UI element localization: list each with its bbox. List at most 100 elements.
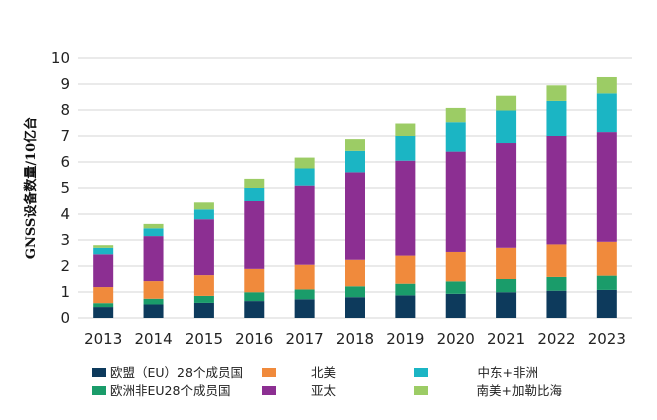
y-tick-label: 8 bbox=[60, 101, 70, 119]
bar-segment-2019-5 bbox=[395, 136, 416, 161]
bar-segment-2015-2 bbox=[193, 295, 214, 303]
bar-segment-2019-1 bbox=[395, 295, 416, 318]
legend-label: 欧洲非EU28个成员国 bbox=[110, 383, 230, 398]
bar-segment-2015-4 bbox=[193, 219, 214, 276]
bar-segment-2020-6 bbox=[445, 107, 466, 123]
bar-segment-2022-1 bbox=[546, 290, 567, 318]
bar-segment-2014-2 bbox=[143, 298, 164, 305]
bar-segment-2017-6 bbox=[294, 157, 315, 169]
bar-segment-2017-5 bbox=[294, 168, 315, 186]
x-tick-label: 2023 bbox=[588, 330, 626, 348]
bar-segment-2013-6 bbox=[93, 245, 114, 248]
bar-segment-2023-6 bbox=[596, 76, 617, 94]
bar-segment-2023-2 bbox=[596, 275, 617, 290]
bar-segment-2019-2 bbox=[395, 283, 416, 296]
bar-segment-2014-6 bbox=[143, 223, 164, 229]
legend-label: 北美 bbox=[311, 365, 336, 380]
bar-segment-2022-6 bbox=[546, 85, 567, 101]
bar-segment-2016-5 bbox=[244, 188, 265, 201]
bar-segment-2016-3 bbox=[244, 268, 265, 293]
legend-swatch bbox=[262, 368, 276, 377]
bar-segment-2019-3 bbox=[395, 255, 416, 284]
bar-segment-2020-2 bbox=[445, 281, 466, 294]
bar-segment-2023-3 bbox=[596, 241, 617, 276]
bar-segment-2022-5 bbox=[546, 100, 567, 136]
bar-segment-2018-3 bbox=[345, 259, 365, 287]
x-tick-label: 2021 bbox=[487, 330, 525, 348]
bar-segment-2020-5 bbox=[445, 122, 466, 152]
y-tick-label: 7 bbox=[60, 127, 70, 145]
bar-segment-2014-1 bbox=[143, 304, 164, 318]
y-tick-label: 6 bbox=[60, 153, 70, 171]
x-tick-labels: 2013 2014 2015 2016 2017 2018 2019 2020 2021 2022… bbox=[84, 330, 626, 348]
legend-label: 欧盟（EU）28个成员国 bbox=[110, 365, 243, 380]
bar-segment-2014-4 bbox=[143, 236, 164, 282]
bar-segment-2017-4 bbox=[294, 185, 315, 265]
bar-segment-2013-5 bbox=[93, 247, 114, 255]
x-tick-label: 2015 bbox=[185, 330, 223, 348]
bars bbox=[93, 76, 617, 318]
legend-label: 中东+非洲 bbox=[478, 365, 538, 380]
y-tick-label: 1 bbox=[60, 283, 70, 301]
bar-segment-2018-1 bbox=[345, 297, 365, 318]
bar-segment-2018-2 bbox=[345, 286, 365, 298]
y-tick-label: 10 bbox=[51, 49, 70, 67]
bar-segment-2015-1 bbox=[193, 302, 214, 318]
x-tick-label: 2022 bbox=[537, 330, 575, 348]
bar-segment-2021-4 bbox=[496, 143, 517, 248]
bar-segment-2013-4 bbox=[93, 254, 114, 288]
y-tick-label: 5 bbox=[60, 179, 70, 197]
bar-segment-2017-3 bbox=[294, 264, 315, 290]
legend-swatch bbox=[92, 386, 106, 395]
bar-segment-2022-2 bbox=[546, 276, 567, 291]
x-tick-label: 2016 bbox=[235, 330, 273, 348]
y-tick-label: 2 bbox=[60, 257, 70, 275]
bar-segment-2018-6 bbox=[345, 139, 365, 151]
x-tick-label: 2019 bbox=[386, 330, 424, 348]
bar-segment-2014-5 bbox=[143, 228, 164, 237]
y-tick-label: 9 bbox=[60, 75, 70, 93]
x-tick-label: 2018 bbox=[336, 330, 374, 348]
bar-segment-2020-1 bbox=[445, 293, 466, 318]
bar-segment-2022-4 bbox=[546, 136, 567, 245]
bar-segment-2023-4 bbox=[596, 132, 617, 242]
bar-segment-2014-3 bbox=[143, 281, 164, 299]
bar-segment-2015-5 bbox=[193, 209, 214, 220]
bar-segment-2016-4 bbox=[244, 201, 265, 269]
bar-segment-2016-6 bbox=[244, 178, 265, 188]
bar-segment-2017-1 bbox=[294, 299, 315, 318]
bar-segment-2016-2 bbox=[244, 292, 265, 302]
bar-segment-2019-6 bbox=[395, 123, 416, 136]
bar-segment-2015-3 bbox=[193, 275, 214, 296]
y-tick-label: 3 bbox=[60, 231, 70, 249]
bar-segment-2021-5 bbox=[496, 110, 517, 144]
y-tick-labels: 0 1 2 3 4 5 6 7 8 9 10 bbox=[51, 49, 70, 327]
bar-segment-2016-1 bbox=[244, 301, 265, 318]
bar-segment-2023-5 bbox=[596, 93, 617, 133]
bar-segment-2023-1 bbox=[596, 289, 617, 318]
legend-swatch bbox=[414, 386, 428, 395]
legend-swatch bbox=[92, 368, 106, 377]
bar-segment-2022-3 bbox=[546, 244, 567, 277]
bar-segment-2013-3 bbox=[93, 287, 114, 304]
bar-segment-2021-1 bbox=[496, 292, 517, 318]
legend-label: 亚太 bbox=[311, 383, 337, 398]
bar-segment-2015-6 bbox=[193, 202, 214, 210]
bar-segment-2013-2 bbox=[93, 303, 114, 308]
bar-segment-2021-3 bbox=[496, 247, 517, 279]
y-axis-label: GNSS设备数量/10亿台 bbox=[23, 117, 39, 259]
x-tick-label: 2020 bbox=[437, 330, 475, 348]
bar-segment-2020-4 bbox=[445, 151, 466, 252]
bar-segment-2021-2 bbox=[496, 279, 517, 293]
y-tick-label: 0 bbox=[60, 309, 70, 327]
legend-label: 南美+加勒比海 bbox=[477, 383, 563, 398]
bar-segment-2017-2 bbox=[294, 289, 315, 300]
x-tick-label: 2017 bbox=[286, 330, 324, 348]
bar-segment-2013-1 bbox=[93, 307, 114, 318]
bar-segment-2020-3 bbox=[445, 251, 466, 282]
y-tick-label: 4 bbox=[60, 205, 70, 223]
x-tick-label: 2014 bbox=[134, 330, 172, 348]
